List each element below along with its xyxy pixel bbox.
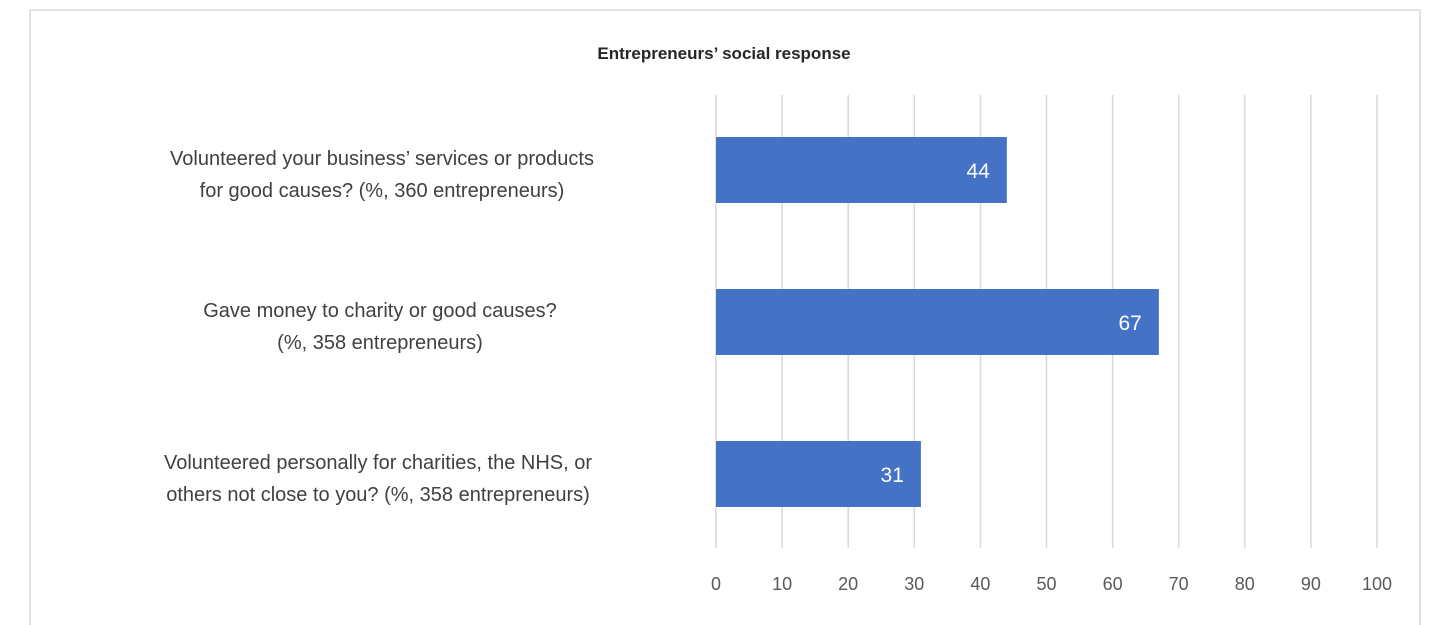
x-tick-label: 60 (1103, 574, 1123, 594)
category-label-3: Volunteered personally for charities, th… (164, 452, 592, 506)
data-label-3: 31 (881, 464, 904, 487)
x-tick-label: 0 (711, 574, 721, 594)
x-tick-label: 70 (1169, 574, 1189, 594)
data-label-1: 44 (966, 160, 990, 183)
x-tick-label: 40 (970, 574, 990, 594)
x-tick-label: 80 (1235, 574, 1255, 594)
category-label-1: Volunteered your business’ services or p… (170, 148, 594, 202)
x-tick-label: 20 (838, 574, 858, 594)
x-axis-ticks: 0 10 20 30 40 50 60 70 80 90 100 (711, 574, 1392, 594)
x-tick-label: 30 (904, 574, 924, 594)
category-labels: Volunteered your business’ services or p… (164, 148, 594, 506)
chart-title: Entrepreneurs’ social response (597, 44, 850, 63)
data-label-2: 67 (1119, 312, 1142, 335)
bars: 44 67 31 (716, 137, 1159, 507)
x-tick-label: 50 (1036, 574, 1056, 594)
x-tick-label: 10 (772, 574, 792, 594)
bar-1 (716, 137, 1007, 203)
chart-border (29, 9, 1421, 625)
x-tick-label: 100 (1362, 574, 1392, 594)
bar-3 (716, 441, 921, 507)
x-tick-label: 90 (1301, 574, 1321, 594)
category-label-2: Gave money to charity or good causes? (%,… (203, 300, 557, 354)
bar-2 (716, 289, 1159, 355)
